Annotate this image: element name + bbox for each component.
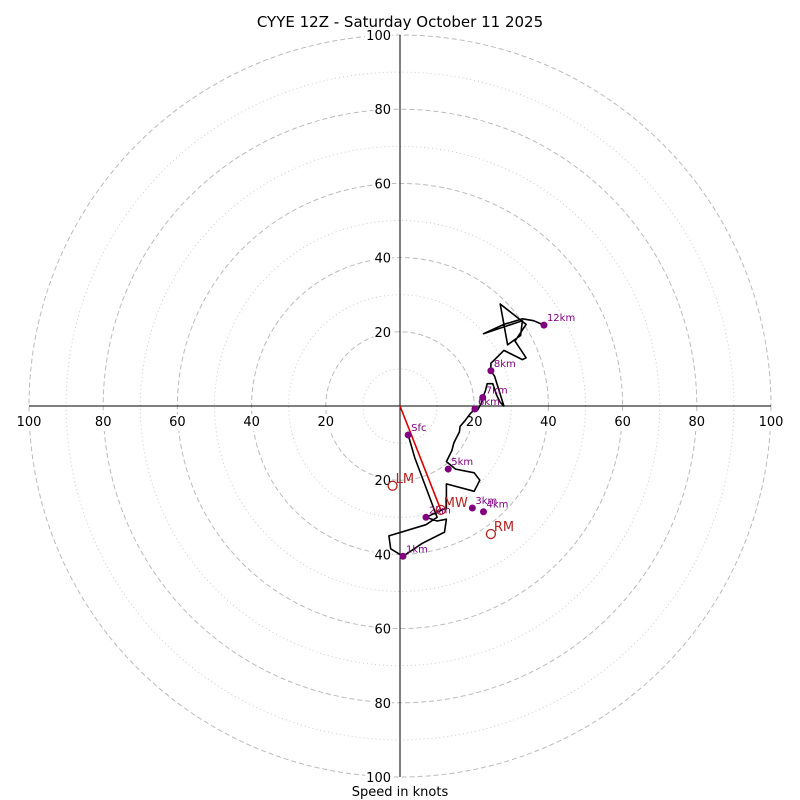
tick-right-20-bg [464,414,484,431]
storm-label-LM: LM [396,472,414,487]
x-axis-label: Speed in knots [352,785,449,800]
tick-bottom-20: 20 [374,474,391,489]
height-point-7km [479,393,487,401]
tick-top-40-bg [373,250,392,268]
tick-bottom-100-bg [365,770,392,787]
tick-bottom-80-bg [373,695,392,713]
tick-left-100-bg [15,414,43,431]
height-point-12km [540,321,548,329]
tick-top-80-bg [373,102,392,120]
storm-motion-markers: LM MW RM [387,472,514,540]
height-label-Sfc: Sfc [411,423,426,434]
tick-left-100: 100 [17,415,42,430]
height-point-3km [468,504,476,512]
tick-right-80: 80 [689,415,706,430]
height-point-4km [479,508,487,516]
tick-bottom-60-bg [373,621,392,639]
tick-top-40: 40 [374,252,391,267]
height-label-2km: 2km [429,505,451,516]
height-label-4km: 4km [486,500,508,511]
tick-left-60: 60 [169,415,186,430]
height-point-6km [471,405,479,413]
tick-bottom-20-bg [373,473,392,491]
tick-bottom-100: 100 [366,771,391,786]
tick-bottom-40-bg [373,547,392,565]
tick-right-40-bg [539,414,558,431]
tick-top-60: 60 [374,177,391,192]
tick-left-40-bg [242,414,261,431]
chart-title: CYYE 12Z - Saturday October 11 2025 [257,13,543,31]
height-label-12km: 12km [547,313,575,324]
height-point-8km [487,367,495,375]
tick-left-80-bg [93,414,113,431]
tick-left-40: 40 [243,415,260,430]
storm-motion-MW [435,504,446,516]
tick-bottom-60: 60 [374,623,391,638]
mean-wind-layer [399,405,442,511]
height-label-8km: 8km [494,359,516,370]
height-label-1km: 1km [406,544,428,555]
height-label-7km: 7km [486,385,508,396]
tick-labels: 100 80 60 40 20 20 40 60 80 100 100 80 60 40 20 20 40 60 8… [15,28,785,787]
height-point-5km [444,465,452,473]
tick-top-20: 20 [374,326,391,341]
storm-label-RM: RM [494,520,514,535]
tick-right-60-bg [613,414,632,431]
tick-right-60: 60 [614,415,631,430]
tick-left-20: 20 [318,415,335,430]
tick-right-20: 20 [466,415,483,430]
tick-right-100: 100 [759,415,784,430]
storm-motion-RM [485,528,497,540]
storm-motion-LM [387,480,398,491]
tick-right-100-bg [757,414,785,431]
tick-left-20-bg [316,414,336,431]
tick-top-100: 100 [366,29,391,44]
height-point-Sfc [404,431,412,439]
height-point-1km [399,552,407,560]
height-point-2km [422,513,430,521]
tick-left-80: 80 [95,415,112,430]
storm-label-MW: MW [444,496,468,511]
height-label-6km: 6km [478,397,500,408]
tick-right-40: 40 [540,415,557,430]
tick-bottom-40: 40 [374,548,391,563]
tick-bottom-80: 80 [374,697,391,712]
tick-top-80: 80 [374,103,391,118]
tick-top-20-bg [373,324,392,342]
tick-left-60-bg [168,414,187,431]
height-label-3km: 3km [475,496,497,507]
height-label-5km: 5km [451,457,473,468]
tick-top-100-bg [365,28,392,45]
tick-right-80-bg [687,414,707,431]
mean-wind-line [399,405,442,511]
tick-top-60-bg [373,176,392,194]
